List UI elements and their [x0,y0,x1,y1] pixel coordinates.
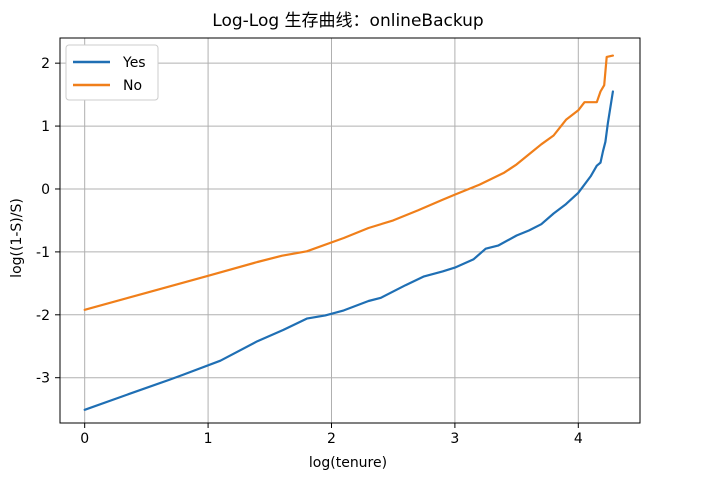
y-tick-label: -2 [36,308,50,324]
legend-label-yes: Yes [122,55,146,71]
chart-title: Log-Log 生存曲线：onlineBackup [212,11,483,31]
x-tick-label: 4 [574,431,583,447]
x-tick-label: 0 [80,431,89,447]
grid-layer [60,38,640,423]
series-line-yes [83,90,615,411]
y-tick-label: -3 [36,371,50,387]
x-tick-label: 2 [327,431,336,447]
x-axis-label: log(tenure) [309,455,387,471]
x-tick-label: 3 [450,431,459,447]
y-tick-label: 2 [41,56,50,72]
legend-box [65,44,159,101]
series-line-no [83,54,615,311]
y-tick-label: -1 [36,245,50,261]
x-tick-label: 1 [204,431,213,447]
y-tick-label: 1 [41,119,50,135]
y-tick-label: 0 [41,182,50,198]
y-axis-label: log((1-S)/S) [9,198,25,278]
legend-label-no: No [123,78,142,94]
tick-layer: 0 1 2 3 4 2 1 0 -1 -2 -3 [36,56,583,447]
plot-frame [59,37,641,424]
legend: Yes No [65,44,159,101]
series-layer [83,54,615,411]
